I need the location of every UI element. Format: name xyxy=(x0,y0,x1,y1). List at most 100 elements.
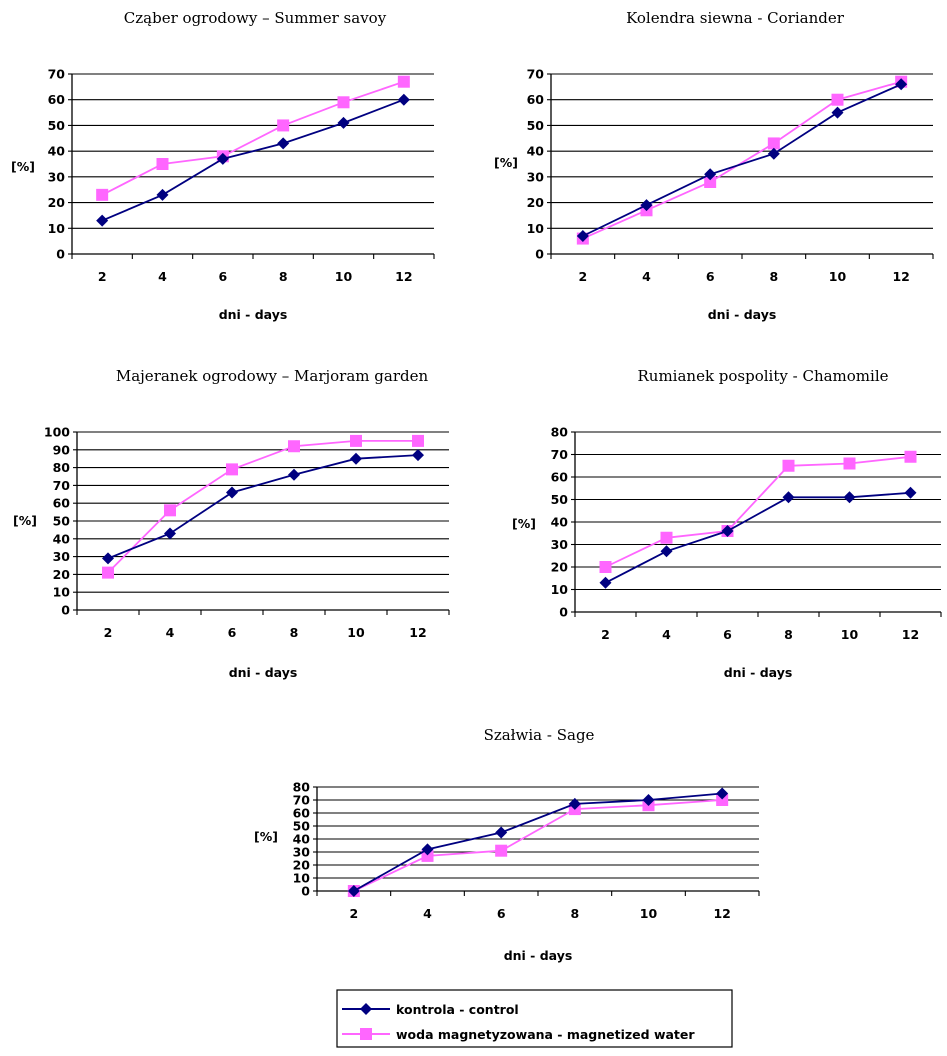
data-point-control xyxy=(397,93,410,106)
data-point-magnetized xyxy=(716,794,729,806)
x-axis-label: dni - days xyxy=(229,665,298,680)
series-line-control xyxy=(605,491,911,584)
chart-marjoram: Majeranek ogrodowy – Marjoram garden 0 10 2… xyxy=(13,367,450,680)
x-tick-label: 10 xyxy=(640,906,658,921)
data-point-control xyxy=(226,486,238,499)
legend-control-label: kontrola - control xyxy=(396,1002,519,1017)
x-tick-label: 4 xyxy=(166,625,175,640)
x-tick-label: 6 xyxy=(706,269,715,284)
y-tick-label: 50 xyxy=(293,819,311,834)
data-point-magnetized xyxy=(102,566,114,579)
x-tick-label: 2 xyxy=(104,625,113,640)
data-point-control xyxy=(421,843,434,856)
legend-magnetized-marker xyxy=(360,1028,372,1040)
legend-magnetized-label: woda magnetyzowana - magnetized water xyxy=(396,1027,695,1042)
data-point-magnetized xyxy=(226,463,238,476)
x-tick-label: 6 xyxy=(723,627,732,642)
y-tick-label: 50 xyxy=(48,118,66,133)
chart-title: Szałwia - Sage xyxy=(484,726,595,744)
data-point-magnetized xyxy=(164,504,176,517)
legend-control-marker xyxy=(360,1003,372,1015)
data-point-control xyxy=(843,491,856,504)
data-point-control xyxy=(767,147,780,160)
x-tick-label: 8 xyxy=(570,906,579,921)
x-tick-label: 12 xyxy=(892,269,909,284)
series-line-control xyxy=(107,454,419,560)
chart-title: Cząber ogrodowy – Summer savoy xyxy=(124,9,387,27)
y-axis-label: [%] xyxy=(11,159,35,174)
y-tick-label: 80 xyxy=(293,780,311,795)
data-point-magnetized xyxy=(782,459,795,472)
data-point-control xyxy=(277,137,290,150)
y-axis-label: [%] xyxy=(494,155,518,170)
chart-chamomile: Rumianek pospolity - Chamomile 0 10 20 30 40 5… xyxy=(512,367,942,680)
y-tick-label: 80 xyxy=(551,425,569,440)
y-tick-label: 0 xyxy=(559,605,568,620)
y-tick-label: 10 xyxy=(293,871,311,886)
x-tick-label: 10 xyxy=(829,269,847,284)
data-point-control xyxy=(102,552,114,565)
legend: kontrola - control woda magnetyzowana - … xyxy=(336,989,733,1048)
y-tick-label: 40 xyxy=(48,144,66,159)
data-point-control xyxy=(288,468,300,481)
x-axis-label: dni - days xyxy=(724,665,793,680)
y-tick-label: 60 xyxy=(293,806,311,821)
x-tick-label: 12 xyxy=(395,269,412,284)
x-tick-label: 4 xyxy=(423,906,432,921)
chart-title: Rumianek pospolity - Chamomile xyxy=(637,367,888,385)
series-line-magnetized xyxy=(582,80,902,240)
y-tick-label: 30 xyxy=(48,169,66,184)
y-axis-label: [%] xyxy=(13,513,37,528)
data-point-control xyxy=(156,188,169,201)
x-tick-label: 2 xyxy=(578,269,587,284)
y-tick-label: 60 xyxy=(48,92,66,107)
y-tick-label: 70 xyxy=(551,447,569,462)
y-tick-label: 50 xyxy=(53,514,71,529)
data-point-control xyxy=(96,214,109,227)
x-tick-label: 12 xyxy=(713,906,730,921)
y-tick-label: 0 xyxy=(61,603,70,618)
chart-title: Kolendra siewna - Coriander xyxy=(626,9,845,27)
y-tick-label: 40 xyxy=(293,832,311,847)
series-line-magnetized xyxy=(353,799,723,892)
y-axis-label: [%] xyxy=(512,516,536,531)
y-tick-label: 10 xyxy=(527,221,545,236)
data-point-magnetized xyxy=(96,188,109,201)
y-tick-label: 20 xyxy=(293,858,311,873)
x-tick-label: 8 xyxy=(290,625,299,640)
data-point-control xyxy=(350,452,362,465)
data-point-control xyxy=(721,525,734,537)
legend-box xyxy=(336,989,733,1048)
y-tick-label: 70 xyxy=(293,793,311,808)
x-tick-label: 8 xyxy=(769,269,778,284)
data-point-control xyxy=(599,576,612,589)
series-line-magnetized xyxy=(107,439,418,574)
data-point-control xyxy=(660,545,673,558)
data-point-magnetized xyxy=(397,75,410,88)
y-tick-label: 0 xyxy=(56,247,65,262)
x-tick-label: 8 xyxy=(784,627,793,642)
data-point-control xyxy=(640,199,653,212)
data-point-control xyxy=(704,168,717,181)
data-point-magnetized xyxy=(495,844,508,857)
x-axis-label: dni - days xyxy=(708,307,777,322)
data-point-control xyxy=(164,527,176,540)
data-point-magnetized xyxy=(288,440,300,453)
y-tick-label: 100 xyxy=(44,425,70,440)
y-tick-label: 30 xyxy=(53,549,71,564)
y-tick-label: 30 xyxy=(551,537,569,552)
charts-container: Cząber ogrodowy – Summer savoy0102030405… xyxy=(11,9,942,963)
y-tick-label: 10 xyxy=(48,221,66,236)
y-axis-label: [%] xyxy=(254,829,278,844)
y-tick-label: 0 xyxy=(535,247,544,262)
y-tick-label: 20 xyxy=(551,560,569,575)
data-point-magnetized xyxy=(156,158,169,170)
x-tick-label: 12 xyxy=(409,625,426,640)
y-tick-label: 70 xyxy=(48,67,66,82)
data-point-magnetized xyxy=(337,96,350,109)
y-tick-label: 70 xyxy=(53,478,71,493)
chart-summer-savoy: Cząber ogrodowy – Summer savoy 0 10 20 30 40 5… xyxy=(11,9,435,322)
data-point-magnetized xyxy=(904,450,917,463)
y-tick-label: 80 xyxy=(53,460,71,475)
